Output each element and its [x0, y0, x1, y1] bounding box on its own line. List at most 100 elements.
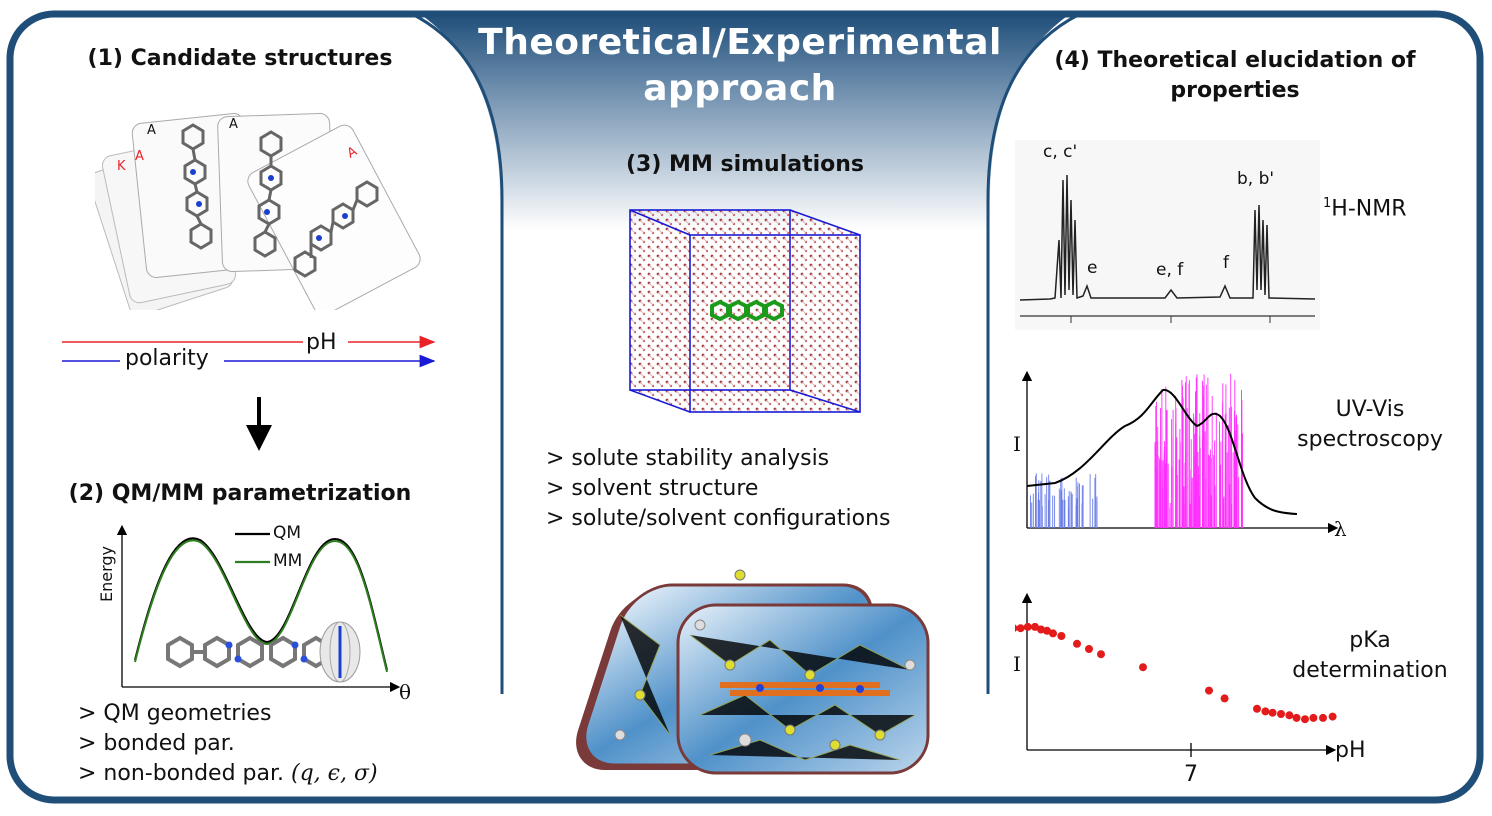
molecule-2-icon [253, 130, 283, 258]
nmr-background [1015, 140, 1320, 330]
molecule-3-icon [293, 180, 379, 278]
snapshot-front [614, 569, 930, 775]
molecule-1-icon [181, 123, 213, 250]
solute-snapshot-nitrogens [756, 684, 864, 693]
down-arrow-icon [246, 397, 272, 451]
configuration-snapshots [576, 569, 930, 775]
panel2-bullet-2: > bonded par. [78, 731, 235, 756]
uv-envelope [1026, 389, 1298, 515]
solute-snapshot-icon [720, 682, 890, 696]
solvent-network [619, 614, 916, 761]
pka-point [1057, 632, 1066, 640]
card-pip-2: A [135, 149, 144, 164]
pka-point [1292, 713, 1301, 722]
pka-point [1031, 622, 1039, 631]
solute-molecule-icon [710, 299, 784, 322]
pka-point [1253, 704, 1261, 713]
playing-cards: K A A A A [95, 112, 421, 310]
pka-point [1261, 707, 1270, 716]
solvent-atoms [634, 569, 886, 751]
energy-ylabel: Energy [97, 545, 116, 602]
pka-tick-label: 7 [1184, 762, 1198, 787]
panel2-bullet-3: > non-bonded par. [78, 761, 285, 786]
nmr-peak-label-2: e [1087, 258, 1098, 278]
pka-point [1220, 694, 1229, 703]
card-pip-4: A [229, 117, 238, 132]
box-edges [629, 209, 861, 413]
nmr-label: 1H-NMR [1323, 196, 1407, 221]
pka-point [1268, 708, 1277, 717]
pka-point [1037, 625, 1045, 634]
nmr-peak-label-1: c, c' [1043, 142, 1078, 162]
nmr-label-text: H-NMR [1331, 196, 1407, 222]
main-title: Theoretical/Experimental approach [478, 22, 1002, 109]
pka-point [1015, 624, 1018, 632]
pka-point [1309, 713, 1318, 722]
ph-label: pH [306, 330, 337, 355]
pka-point [1016, 624, 1025, 633]
nmr-peak-label-5: b, b' [1237, 169, 1275, 189]
uv-xlabel: λ [1334, 517, 1347, 541]
nmr-spectrum [1015, 140, 1320, 330]
solvent-hydrogens [614, 619, 916, 747]
qm-molecule-icon [166, 635, 345, 669]
pka-point [1205, 686, 1213, 695]
panel2-bullets: > QM geometries > bonded par. > non-bond… [78, 699, 378, 789]
nonbonded-params: (q, ϵ, σ) [291, 761, 378, 786]
panel2-bullet-1: > QM geometries [78, 701, 272, 726]
nmr-peak-label-4: f [1223, 253, 1229, 273]
mm-curve [134, 539, 388, 673]
pka-point [1139, 663, 1147, 672]
panel3-bullets: > solute stability analysis > solvent st… [546, 444, 891, 534]
panel3-bullet-1: > solute stability analysis [546, 446, 830, 471]
left-divider [411, 12, 504, 694]
simulation-box [629, 209, 861, 413]
header-gradient [420, 14, 1070, 230]
qm-molecule-nitrogens [225, 641, 308, 663]
pka-point [1073, 639, 1081, 648]
pka-point [1277, 710, 1285, 718]
card-pip-1: K [117, 159, 126, 174]
pka-point [1301, 715, 1309, 724]
pka-points [1015, 622, 1337, 724]
panel3-heading: (3) MM simulations [625, 152, 865, 177]
pka-point [1023, 622, 1032, 631]
nitrogen-atoms [190, 169, 348, 241]
pka-label: pKa determination [1292, 628, 1448, 683]
pka-chart [1015, 592, 1337, 757]
pka-xlabel: pH [1335, 738, 1366, 763]
uv-ylabel: I [1013, 432, 1021, 456]
rotor-icon [319, 621, 361, 683]
energy-profile-chart [116, 524, 401, 693]
panel3-bullet-2: > solvent structure [546, 476, 759, 501]
pka-point [1328, 712, 1337, 721]
card-pip-3: A [147, 123, 156, 138]
uv-vis-spectrum [1021, 370, 1339, 534]
panel4-heading: (4) Theoretical elucidation of propertie… [1054, 48, 1416, 103]
panel1-heading: (1) Candidate structures [87, 46, 393, 71]
pka-point [1097, 650, 1105, 659]
pka-point [1043, 626, 1051, 635]
uv-blue-sticks [1030, 473, 1098, 528]
panel2-heading: (2) QM/MM parametrization [68, 481, 412, 506]
legend-qm-label: QM [273, 523, 302, 543]
uv-label: UV-Vis spectroscopy [1297, 397, 1443, 452]
right-divider [986, 12, 1081, 694]
nmr-label-sup: 1 [1323, 196, 1332, 211]
gradient-arrows [62, 335, 436, 368]
pka-point [1049, 629, 1057, 638]
nmr-trace [1019, 174, 1316, 301]
outer-frame [6, 10, 1484, 804]
uv-pink-sticks [1154, 373, 1243, 528]
polarity-label: polarity [125, 346, 209, 371]
pka-point [1085, 645, 1093, 653]
pka-ylabel: I [1013, 652, 1021, 676]
pka-point [1319, 713, 1327, 722]
panel3-bullet-3: > solute/solvent configurations [546, 506, 891, 531]
legend-mm-label: MM [273, 551, 303, 571]
pka-point [1285, 711, 1294, 720]
panel2-bullet-3-row: > non-bonded par. (q, ϵ, σ) [78, 759, 378, 789]
energy-xlabel: θ [399, 680, 412, 704]
nmr-peak-label-3: e, f [1156, 260, 1184, 280]
